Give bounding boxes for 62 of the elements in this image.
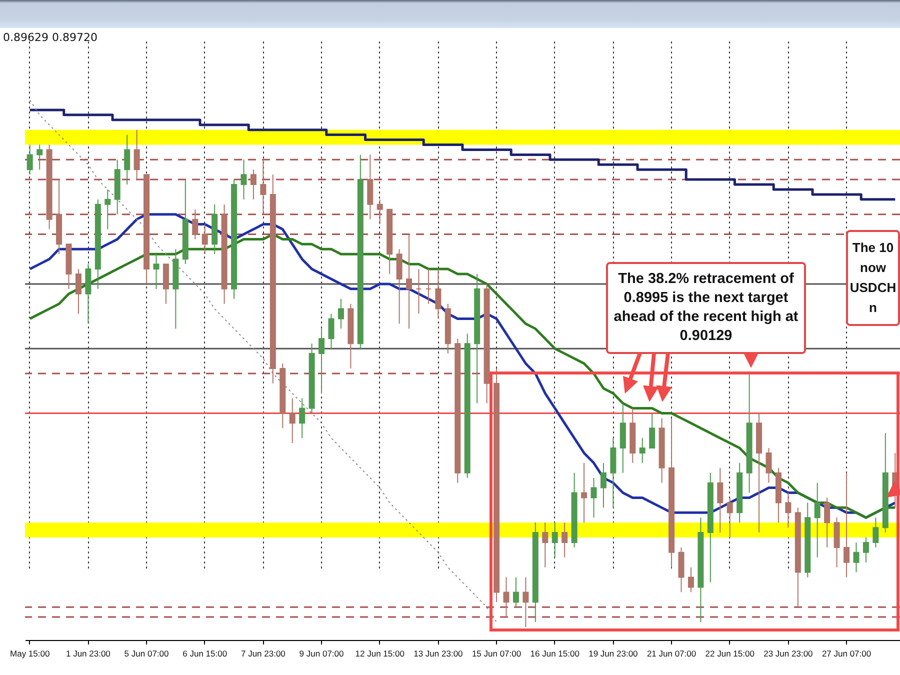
candlestick [649, 412, 656, 449]
candlestick [503, 576, 510, 618]
candlestick [814, 482, 820, 558]
x-tick-label: 1 Jun 23:00 [66, 648, 111, 658]
candlestick [318, 328, 325, 394]
x-tick-label: 27 Jun 07:00 [822, 648, 872, 658]
candlestick [153, 254, 160, 290]
candlestick [862, 537, 869, 563]
candlestick [600, 462, 606, 508]
candlestick [338, 298, 344, 330]
candlestick [581, 462, 588, 524]
candlestick [824, 497, 830, 548]
candlestick [299, 398, 306, 439]
candlestick [872, 517, 879, 548]
candlestick [562, 522, 568, 558]
candlestick [425, 268, 432, 304]
x-tick-label: 7 Jun 23:00 [240, 648, 286, 658]
candlestick [766, 448, 772, 484]
x-tick-label: 6 Jun 15:00 [182, 648, 228, 658]
candlestick [590, 477, 597, 518]
x-tick-label: 13 Jun 23:00 [414, 648, 464, 658]
candlestick [542, 522, 548, 568]
x-tick-label: 22 Jun 15:00 [705, 648, 755, 658]
candlestick [639, 438, 646, 464]
candlestick [785, 492, 792, 528]
candlestick [522, 576, 529, 628]
candlestick [134, 129, 140, 180]
annotation: The 38.2% retracement of 0.8995 is the next target ahead of the recent high at 0.90129 [606, 262, 806, 354]
candlestick [75, 268, 82, 314]
x-tick-label: 9 Jun 07:00 [299, 648, 344, 658]
candlestick [688, 566, 694, 593]
candlestick [552, 522, 558, 558]
candlestick [260, 159, 266, 215]
candlestick [406, 234, 412, 330]
x-tick-label: 12 Jun 15:00 [355, 648, 405, 658]
x-tick-label: 5 Jun 07:00 [124, 648, 170, 658]
candlestick [104, 188, 111, 230]
candlestick [844, 472, 850, 578]
candlestick [416, 268, 422, 314]
x-tick-label: May 15:00 [10, 648, 50, 658]
candlestick [26, 144, 33, 176]
candlestick [717, 467, 724, 534]
text: 0.89629 0.89720 [3, 31, 98, 44]
candlestick [328, 313, 334, 350]
candlestick [512, 576, 519, 608]
candlestick [376, 198, 383, 225]
x-tick-label: 16 Jun 15:00 [530, 648, 580, 658]
x-tick-label: 21 Jun 07:00 [646, 648, 696, 658]
candlestick [240, 159, 247, 200]
candlestick [435, 268, 442, 320]
candlestick [853, 542, 860, 573]
candlestick [289, 398, 296, 444]
x-tick-label: 23 Jun 23:00 [764, 648, 814, 658]
x-tick-label: 15 Jun 07:00 [472, 648, 522, 658]
annotation: The 10 now USDCH n [846, 230, 900, 326]
candlestick [202, 224, 208, 255]
candlestick [192, 208, 198, 240]
candlestick [124, 134, 130, 186]
candlestick [36, 144, 43, 170]
candlestick [726, 497, 733, 538]
candlestick [250, 169, 256, 200]
x-tick-label: 19 Jun 23:00 [588, 648, 638, 658]
